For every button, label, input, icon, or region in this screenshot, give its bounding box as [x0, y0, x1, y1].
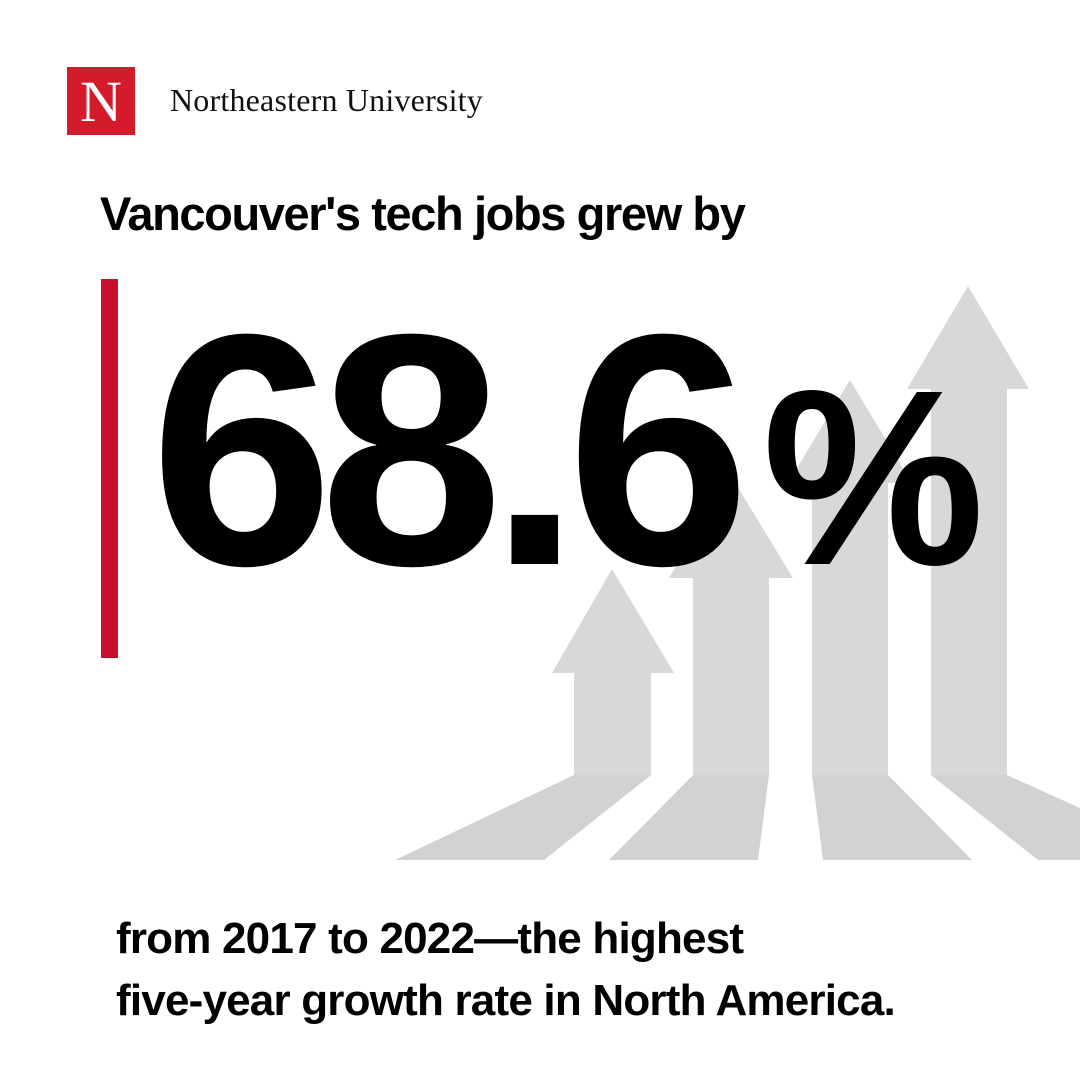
accent-bar	[101, 279, 118, 658]
footnote-line-2: five-year growth rate in North America.	[116, 976, 896, 1025]
footnote: from 2017 to 2022—the highest five-year …	[116, 908, 896, 1032]
northeastern-logo: N	[67, 67, 135, 135]
footnote-line-1: from 2017 to 2022—the highest	[116, 914, 744, 963]
big-stat: 68.6 %	[150, 265, 985, 634]
arrow-up-icon	[395, 569, 674, 860]
stat-number: 68.6	[150, 265, 750, 634]
logo-letter: N	[80, 69, 122, 134]
logo-wordmark: Northeastern University	[170, 82, 483, 118]
arrow-up-icon	[788, 380, 972, 860]
stat-percent-sign: %	[762, 338, 985, 617]
arrow-up-icon	[907, 286, 1080, 860]
headline: Vancouver's tech jobs grew by	[100, 187, 746, 240]
arrow-up-icon	[609, 476, 793, 860]
